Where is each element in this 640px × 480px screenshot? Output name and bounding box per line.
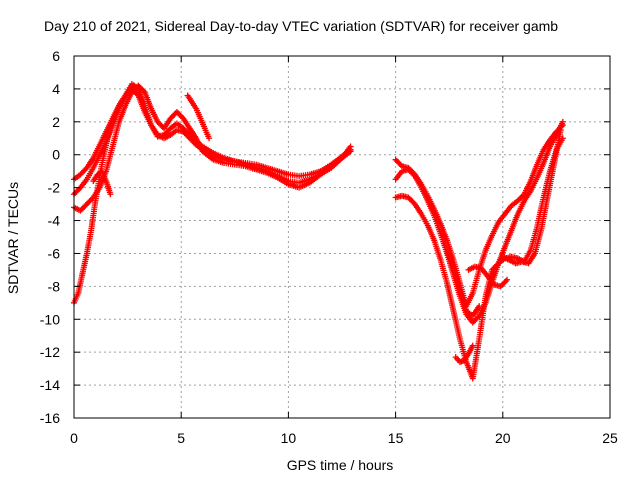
y-tick-label: -8 [48, 278, 61, 294]
x-axis-label: GPS time / hours [287, 457, 394, 473]
tick-labels: 0 5 10 15 20 25 -16 -14 -12 -10 -8 -6 -4 -2 0 2 4 6 [40, 48, 618, 446]
data-point [347, 146, 354, 153]
data-point-fill [140, 87, 147, 94]
data-point [107, 191, 114, 198]
data-point [559, 118, 566, 125]
data-point [469, 342, 476, 349]
y-tick-label: 4 [52, 81, 60, 97]
series-track-j [452, 342, 476, 366]
data-point [206, 135, 213, 142]
data-point [476, 303, 483, 310]
x-tick-label: 10 [281, 430, 297, 446]
y-tick-label: 2 [52, 114, 60, 130]
series-track-m [444, 250, 483, 319]
y-tick-label: -16 [40, 410, 60, 426]
x-tick-label: 5 [177, 430, 185, 446]
data-point-fill [502, 278, 509, 285]
series-track-d [71, 82, 138, 306]
y-tick-label: -10 [40, 311, 60, 327]
grid-lines [74, 56, 610, 418]
data-points [71, 80, 566, 382]
data-point [557, 127, 564, 134]
series-track-f [184, 92, 213, 142]
x-tick-label: 25 [602, 430, 618, 446]
x-tick-label: 0 [70, 430, 78, 446]
series-track-l [499, 127, 564, 267]
x-tick-label: 15 [388, 430, 404, 446]
plot-frame [73, 55, 611, 419]
y-tick-label: -2 [48, 180, 61, 196]
series-track-c [71, 82, 354, 214]
axis-ticks [73, 55, 611, 419]
y-tick-label: -14 [40, 377, 60, 393]
data-point-fill [129, 83, 136, 90]
data-point [504, 276, 511, 283]
y-tick-label: -12 [40, 344, 60, 360]
y-axis-label: SDTVAR / TECUs [5, 182, 21, 294]
y-tick-label: -6 [48, 245, 61, 261]
series-track-k [465, 263, 511, 290]
y-tick-label: -4 [48, 213, 61, 229]
data-point-fill [410, 171, 417, 178]
y-tick-label: 6 [52, 48, 60, 64]
x-tick-label: 20 [495, 430, 511, 446]
y-tick-label: 0 [52, 147, 60, 163]
data-point [131, 82, 138, 89]
chart-title: Day 210 of 2021, Sidereal Day-to-day VTE… [44, 18, 558, 34]
series-track-e [90, 168, 114, 198]
